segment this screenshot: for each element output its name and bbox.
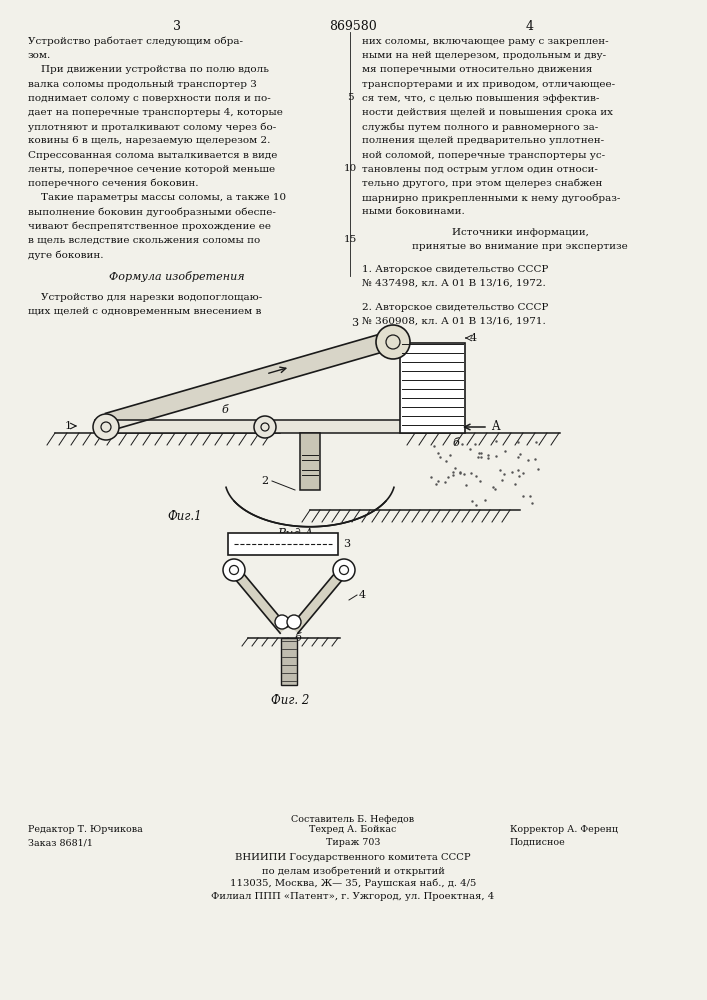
Text: валка соломы продольный транспортер 3: валка соломы продольный транспортер 3 bbox=[28, 80, 257, 89]
Text: Источники информации,: Источники информации, bbox=[452, 228, 588, 237]
Text: ности действия щелей и повышения срока их: ности действия щелей и повышения срока и… bbox=[362, 108, 613, 117]
Text: Фиг. 2: Фиг. 2 bbox=[271, 694, 309, 707]
Text: тановлены под острым углом один относи-: тановлены под острым углом один относи- bbox=[362, 165, 598, 174]
Text: дает на поперечные транспортеры 4, которые: дает на поперечные транспортеры 4, котор… bbox=[28, 108, 283, 117]
Text: 1: 1 bbox=[64, 421, 71, 431]
Text: ся тем, что, с целью повышения эффектив-: ся тем, что, с целью повышения эффектив- bbox=[362, 94, 600, 103]
Text: Устройство работает следующим обра-: Устройство работает следующим обра- bbox=[28, 37, 243, 46]
Text: ной соломой, поперечные транспортеры ус-: ной соломой, поперечные транспортеры ус- bbox=[362, 151, 605, 160]
Bar bbox=[228, 533, 338, 555]
Text: б: б bbox=[452, 438, 459, 448]
Text: 869580: 869580 bbox=[329, 20, 377, 33]
Text: 3: 3 bbox=[173, 20, 181, 33]
Bar bbox=[281, 638, 297, 685]
Bar bbox=[400, 343, 465, 433]
Text: них соломы, включающее раму с закреплен-: них соломы, включающее раму с закреплен- bbox=[362, 37, 609, 46]
Text: поднимает солому с поверхности поля и по-: поднимает солому с поверхности поля и по… bbox=[28, 94, 271, 103]
Circle shape bbox=[376, 325, 410, 359]
Text: 15: 15 bbox=[344, 235, 356, 244]
Text: полнения щелей предварительно уплотнен-: полнения щелей предварительно уплотнен- bbox=[362, 136, 604, 145]
Text: б: б bbox=[295, 633, 301, 643]
Text: транспортерами и их приводом, отличающее-: транспортерами и их приводом, отличающее… bbox=[362, 80, 615, 89]
Text: 3: 3 bbox=[351, 318, 358, 328]
Circle shape bbox=[223, 559, 245, 581]
Text: № 437498, кл. А 01 В 13/16, 1972.: № 437498, кл. А 01 В 13/16, 1972. bbox=[362, 279, 546, 288]
Circle shape bbox=[93, 414, 119, 440]
Text: № 360908, кл. А 01 В 13/16, 1971.: № 360908, кл. А 01 В 13/16, 1971. bbox=[362, 317, 546, 326]
Text: тельно другого, при этом щелерез снабжен: тельно другого, при этом щелерез снабжен bbox=[362, 179, 602, 188]
Text: Составитель Б. Нефедов: Составитель Б. Нефедов bbox=[291, 815, 414, 824]
Text: Техред А. Бойкас: Техред А. Бойкас bbox=[310, 825, 397, 834]
Polygon shape bbox=[230, 567, 288, 633]
Text: дуге боковин.: дуге боковин. bbox=[28, 250, 103, 259]
Text: Корректор А. Ференц: Корректор А. Ференц bbox=[510, 825, 618, 834]
Text: ными на ней щелерезом, продольным и дву-: ными на ней щелерезом, продольным и дву- bbox=[362, 51, 606, 60]
Text: 2: 2 bbox=[261, 476, 268, 486]
Text: службы путем полного и равномерного за-: службы путем полного и равномерного за- bbox=[362, 122, 598, 132]
Text: Спрессованная солома выталкивается в виде: Спрессованная солома выталкивается в вид… bbox=[28, 151, 277, 160]
Polygon shape bbox=[290, 567, 348, 633]
Text: A: A bbox=[491, 420, 500, 434]
Text: шарнирно прикрепленными к нему дугообраз-: шарнирно прикрепленными к нему дугообраз… bbox=[362, 193, 620, 203]
Text: чивают беспрепятственное прохождение ее: чивают беспрепятственное прохождение ее bbox=[28, 222, 271, 231]
Text: Филиал ППП «Патент», г. Ужгород, ул. Проектная, 4: Филиал ППП «Патент», г. Ужгород, ул. Про… bbox=[211, 892, 495, 901]
Text: по делам изобретений и открытий: по делам изобретений и открытий bbox=[262, 866, 445, 876]
Text: 4: 4 bbox=[359, 590, 366, 600]
Text: 5: 5 bbox=[346, 93, 354, 102]
Circle shape bbox=[275, 615, 289, 629]
Circle shape bbox=[333, 559, 355, 581]
Text: поперечного сечения боковин.: поперечного сечения боковин. bbox=[28, 179, 199, 188]
Text: Вид А: Вид А bbox=[277, 528, 313, 541]
Text: ленты, поперечное сечение которой меньше: ленты, поперечное сечение которой меньше bbox=[28, 165, 275, 174]
Text: 10: 10 bbox=[344, 164, 356, 173]
Text: в щель вследствие скольжения соломы по: в щель вследствие скольжения соломы по bbox=[28, 236, 260, 245]
Text: выполнение боковин дугообразными обеспе-: выполнение боковин дугообразными обеспе- bbox=[28, 207, 276, 217]
Text: щих щелей с одновременным внесением в: щих щелей с одновременным внесением в bbox=[28, 307, 262, 316]
Text: уплотняют и проталкивают солому через бо-: уплотняют и проталкивают солому через бо… bbox=[28, 122, 276, 132]
Text: Такие параметры массы соломы, а также 10: Такие параметры массы соломы, а также 10 bbox=[28, 193, 286, 202]
Bar bbox=[300, 433, 320, 490]
Text: принятые во внимание при экспертизе: принятые во внимание при экспертизе bbox=[412, 242, 628, 251]
Text: 3: 3 bbox=[343, 539, 350, 549]
Text: ковины 6 в щель, нарезаемую щелерезом 2.: ковины 6 в щель, нарезаемую щелерезом 2. bbox=[28, 136, 270, 145]
Text: мя поперечными относительно движения: мя поперечными относительно движения bbox=[362, 65, 592, 74]
Text: 113035, Москва, Ж— 35, Раушская наб., д. 4/5: 113035, Москва, Ж— 35, Раушская наб., д.… bbox=[230, 879, 477, 888]
Text: ными боковинами.: ными боковинами. bbox=[362, 207, 464, 216]
Bar bbox=[95, 420, 430, 433]
Text: Тираж 703: Тираж 703 bbox=[326, 838, 380, 847]
Text: 2. Авторское свидетельство СССР: 2. Авторское свидетельство СССР bbox=[362, 303, 549, 312]
Circle shape bbox=[254, 416, 276, 438]
Text: б: б bbox=[221, 405, 228, 415]
Text: Подписное: Подписное bbox=[510, 838, 566, 847]
Text: 4: 4 bbox=[470, 333, 477, 343]
Text: ВНИИПИ Государственного комитета СССР: ВНИИПИ Государственного комитета СССР bbox=[235, 853, 471, 862]
Text: Формула изобретения: Формула изобретения bbox=[109, 271, 245, 282]
Text: зом.: зом. bbox=[28, 51, 51, 60]
Text: Заказ 8681/1: Заказ 8681/1 bbox=[28, 838, 93, 847]
Circle shape bbox=[287, 615, 301, 629]
Text: Фиг.1: Фиг.1 bbox=[168, 510, 202, 523]
Text: Устройство для нарезки водопоглощаю-: Устройство для нарезки водопоглощаю- bbox=[28, 293, 262, 302]
Text: 1. Авторское свидетельство СССР: 1. Авторское свидетельство СССР bbox=[362, 265, 549, 274]
Text: При движении устройства по полю вдоль: При движении устройства по полю вдоль bbox=[28, 65, 269, 74]
Text: Редактор Т. Юрчикова: Редактор Т. Юрчикова bbox=[28, 825, 143, 834]
Polygon shape bbox=[105, 333, 387, 431]
Text: 4: 4 bbox=[526, 20, 534, 33]
